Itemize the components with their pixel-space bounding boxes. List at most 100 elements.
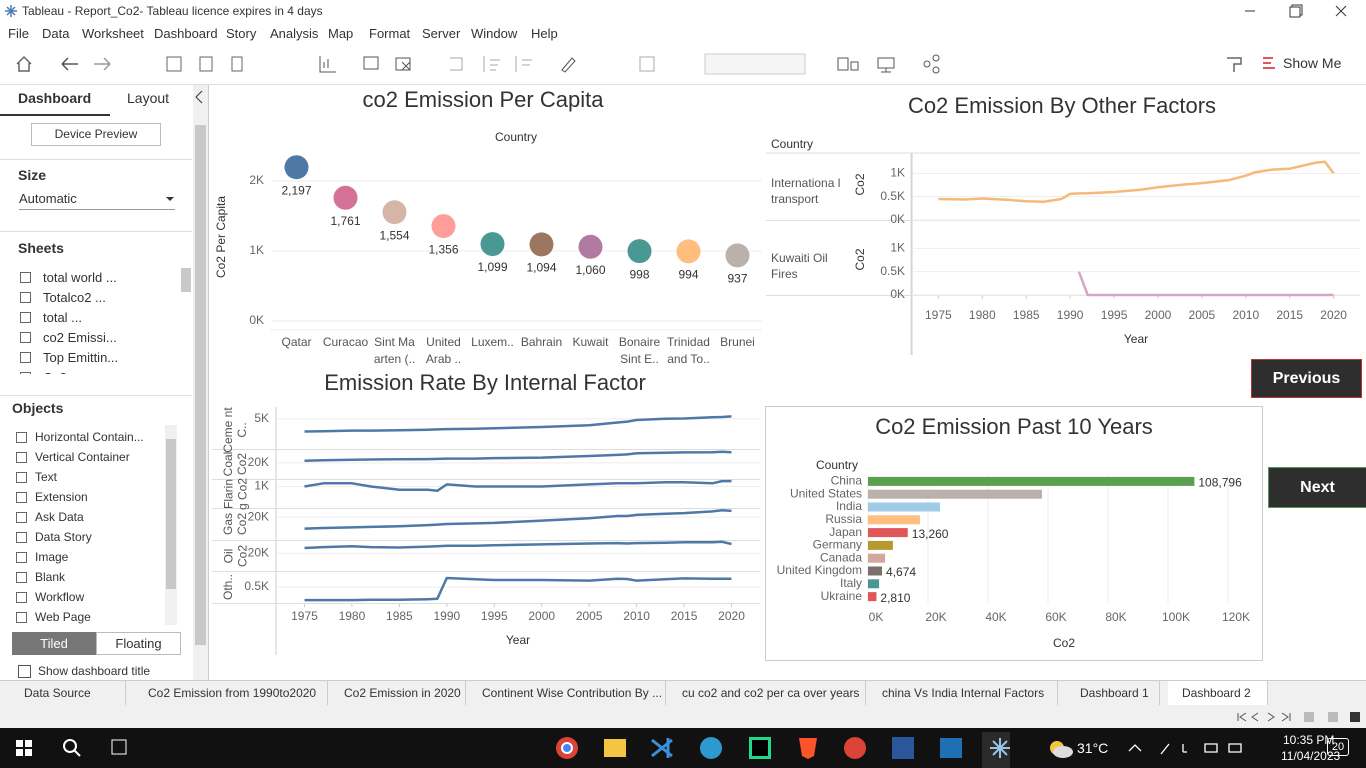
taskbar-apps [16,732,1010,768]
menu-item[interactable]: Worksheet [82,26,144,41]
object-icon [16,532,27,543]
column-header: Country [816,458,858,472]
bar [868,540,893,550]
x-tick-label: 1990 [1057,308,1084,322]
data-label: 2,197 [281,183,311,197]
floating-button[interactable]: Floating [96,632,181,655]
y-tick-label: Germany [813,538,862,552]
menu-item[interactable]: Window [471,26,518,41]
x-tick-label: Trinidad and To.. [667,335,710,366]
y-tick-label: Ukraine [821,589,863,603]
x-tick-label: 2005 [576,609,603,623]
y-tick-label: 0K [249,313,264,327]
column-header: Country [771,137,813,151]
sidebar-scrollbar[interactable] [193,85,208,680]
window-controls[interactable] [1240,2,1360,20]
size-dropdown[interactable]: Automatic [19,191,175,210]
object-icon [16,472,27,483]
x-tick-label: 2020 [1320,308,1347,322]
toolbar-right-icons [1227,57,1275,72]
sheet-tab[interactable]: Dashboard 1 [1066,681,1160,705]
sheet-tab[interactable]: Co2 Emission in 2020 [336,681,466,705]
checkbox[interactable] [18,665,31,678]
sheets-heading: Sheets [18,240,64,256]
menu-item[interactable]: Dashboard [154,26,218,41]
bar [868,489,1042,499]
y-tick-label: 0.5K [880,264,905,278]
menu-item[interactable]: File [8,26,29,41]
collapse-icon[interactable] [193,89,205,105]
sheet-item[interactable]: Co2 [43,370,67,374]
object-icon [16,452,27,463]
x-tick-label: Kuwait [572,335,609,349]
menu-item[interactable]: Help [531,26,558,41]
sheet-tab[interactable]: Continent Wise Contribution By ... [474,681,666,705]
sheet-icon [20,292,31,303]
active-tab-underline [0,114,110,116]
object-item[interactable]: Extension [35,490,88,504]
object-item[interactable]: Data Story [35,530,92,544]
objects-list: Horizontal Contain... Vertical Container T… [0,427,162,627]
sheet-tab[interactable]: cu co2 and co2 per ca over years [674,681,866,705]
chart-title: Co2 Emission By Other Factors [908,93,1216,118]
sheet-item[interactable]: total ... [43,310,83,325]
x-tick-label: Sint Ma arten (.. [373,335,416,366]
sheet-item[interactable]: Totalco2 ... [43,290,106,305]
sheet-tab[interactable]: Co2 Emission from 1990to2020 [140,681,328,705]
x-tick-label: 1975 [925,308,952,322]
menu-item[interactable]: Server [422,26,461,41]
menu-item[interactable]: Map [328,26,354,41]
y-tick-label: 0.5K [880,189,905,203]
object-item[interactable]: Workflow [35,590,85,604]
x-tick-label: Qatar [281,335,312,349]
y-tick-label: United States [790,486,862,500]
app-icon [5,5,17,17]
divider [0,159,192,160]
sidebar-tab[interactable]: Dashboard [18,90,92,106]
row-label: Oth.. [221,574,235,601]
object-item[interactable]: Text [35,470,58,484]
sheet-tab[interactable]: Dashboard 2 [1168,681,1268,705]
y-axis-label: Co2 [853,248,867,270]
sidebar-tab[interactable]: Layout [127,90,170,106]
tiled-button[interactable]: Tiled [12,632,96,655]
show-me-button[interactable]: Show Me [1283,55,1342,71]
scroll-thumb[interactable] [166,439,176,589]
object-item[interactable]: Blank [35,570,66,584]
object-item[interactable]: Web Page [35,610,91,624]
menu-item[interactable]: Format [369,26,411,41]
notification-badge[interactable]: 20 [1327,738,1349,756]
y-tick-label: China [831,474,863,488]
sheet-icon [20,352,31,363]
sheet-item[interactable]: co2 Emissi... [43,330,117,345]
x-tick-label: Luxem.. [471,335,514,349]
weather-icon [1050,741,1073,758]
line [1077,271,1334,297]
x-tick-label: 2015 [1276,308,1303,322]
sheet-tab[interactable]: china Vs India Internal Factors [874,681,1058,705]
y-tick-label: 2K [249,173,264,187]
menu-item[interactable]: Analysis [270,26,319,41]
x-axis-label: Year [506,633,530,647]
objects-scrollbar[interactable] [165,425,177,625]
x-tick-label: 60K [1045,610,1066,624]
previous-button[interactable]: Previous [1251,359,1362,398]
device-preview-button[interactable]: Device Preview [31,123,161,146]
object-item[interactable]: Image [35,550,69,564]
sheet-tab[interactable]: Data Source [10,681,126,705]
object-item[interactable]: Ask Data [35,510,84,524]
sheet-item[interactable]: Top Emittin... [43,350,119,365]
data-label: 1,099 [477,260,507,274]
menu-item[interactable]: Story [226,26,257,41]
object-item[interactable]: Vertical Container [35,450,130,464]
object-icon [16,612,27,623]
object-item[interactable]: Horizontal Contain... [35,430,144,444]
next-button[interactable]: Next [1268,467,1366,508]
menu-item[interactable]: Data [42,26,70,41]
row-label: Internationa l transport [771,176,841,206]
sheet-item[interactable]: total world ... [43,270,117,285]
status-icons [1237,712,1360,722]
dot [529,232,554,257]
line [304,576,732,602]
sheets-scrollbar[interactable] [181,268,191,292]
